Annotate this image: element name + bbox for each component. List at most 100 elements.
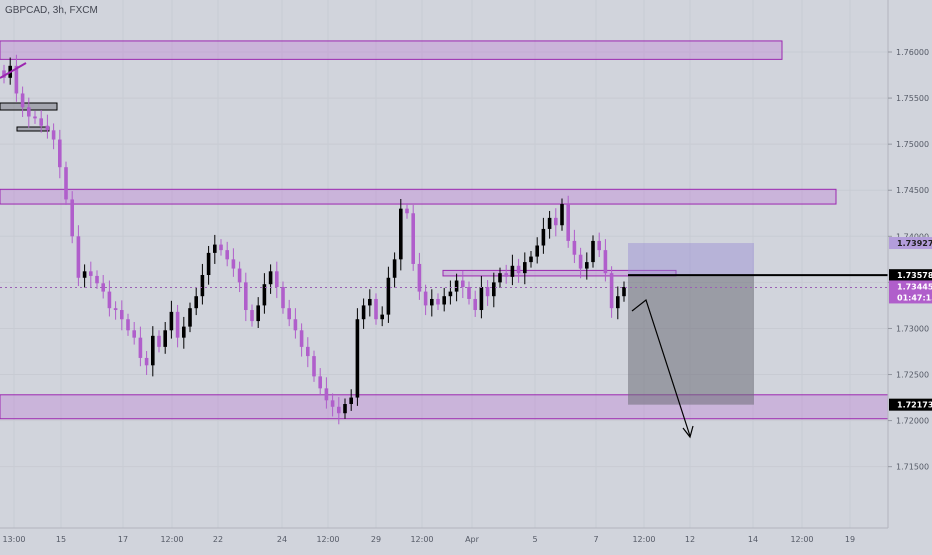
x-tick-label: 15 xyxy=(56,535,66,544)
price-label-bg xyxy=(889,280,932,293)
grid xyxy=(0,0,888,528)
candle-body xyxy=(14,65,19,94)
candle-body xyxy=(461,280,465,287)
candle-body xyxy=(405,208,409,214)
candle-body xyxy=(107,291,112,309)
candle-body xyxy=(386,277,391,315)
candle-body xyxy=(27,107,31,117)
y-tick-label: 1.72500 xyxy=(896,371,929,380)
zone-resistance-top xyxy=(0,40,783,60)
arrow-head xyxy=(682,425,694,439)
candle-body xyxy=(268,271,273,285)
zones xyxy=(0,40,889,420)
candle-body xyxy=(492,282,496,297)
candle-body xyxy=(120,310,124,320)
chart-title: GBPCAD, 3h, FXCM xyxy=(5,5,98,16)
x-tick-label: 12:00 xyxy=(790,535,813,544)
x-tick-label: 29 xyxy=(371,535,381,544)
x-tick-label: 12:00 xyxy=(410,535,433,544)
candle-body xyxy=(330,400,335,407)
trend-line xyxy=(0,62,27,79)
y-tick-label: 1.71500 xyxy=(896,463,929,472)
candle-body xyxy=(45,125,50,131)
candle-body xyxy=(95,275,99,284)
candle-body xyxy=(448,291,453,297)
candle-body xyxy=(2,70,6,78)
price-label-text: 1.72173 xyxy=(897,401,932,410)
target-zone xyxy=(628,275,754,405)
candle-body xyxy=(616,296,620,309)
candle-body xyxy=(151,335,155,366)
x-tick-label: Apr xyxy=(465,535,480,544)
candle-body xyxy=(275,271,279,287)
candle-body xyxy=(454,280,459,292)
candle-body xyxy=(529,256,533,263)
price-label-bg xyxy=(889,398,932,411)
candle-body xyxy=(430,298,434,306)
candle-body xyxy=(237,268,242,283)
candle-body xyxy=(163,330,167,347)
candle-body xyxy=(374,298,378,320)
candles xyxy=(2,54,626,425)
candle-body xyxy=(510,265,515,277)
y-tick-label: 1.72000 xyxy=(896,417,929,426)
x-tick-label: 19 xyxy=(845,535,855,544)
x-tick-label: 7 xyxy=(593,535,598,544)
y-tick-label: 1.75000 xyxy=(896,140,929,149)
candle-body xyxy=(622,286,626,297)
candle-body xyxy=(132,330,136,338)
candle-body xyxy=(560,204,564,226)
x-tick-label: 14 xyxy=(748,535,758,544)
y-tick-label: 1.76000 xyxy=(896,48,929,57)
candle-body xyxy=(33,116,37,119)
candle-body xyxy=(603,250,608,274)
candle-body xyxy=(188,308,192,327)
x-tick-label: 12:00 xyxy=(316,535,339,544)
time-axis[interactable]: 13:00 15 17 12:00 22 24 12:00 29 12:00 Apr 5 7 12:00… xyxy=(2,535,855,544)
price-label-bg xyxy=(889,291,932,304)
candle-body xyxy=(213,244,217,253)
candle-body xyxy=(89,271,93,276)
candle-body xyxy=(175,311,180,338)
candle-body xyxy=(101,283,105,292)
candle-body xyxy=(442,296,446,305)
candle-body xyxy=(572,240,577,255)
candle-body xyxy=(182,326,186,338)
candle-body xyxy=(541,228,546,246)
candle-body xyxy=(194,296,198,309)
candle-body xyxy=(287,308,291,320)
candle-body xyxy=(504,273,508,277)
candle-body xyxy=(51,130,56,140)
candle-body xyxy=(355,319,360,398)
candle-body xyxy=(591,240,595,263)
candle-body xyxy=(76,236,81,278)
candle-body xyxy=(535,245,539,257)
candle-body xyxy=(479,286,484,311)
x-tick-label: 24 xyxy=(277,535,287,544)
candle-body xyxy=(39,118,43,126)
candle-body xyxy=(392,259,397,278)
x-tick-label: 22 xyxy=(213,535,223,544)
candle-body xyxy=(566,204,570,241)
y-tick-label: 1.74500 xyxy=(896,186,929,195)
drawing-lines xyxy=(0,62,888,439)
y-tick-label: 1.73000 xyxy=(896,324,929,333)
price-label-text: 01:47:13 xyxy=(897,293,932,302)
candle-body xyxy=(516,265,521,274)
candle-body xyxy=(225,250,229,260)
x-tick-label: 17 xyxy=(118,535,128,544)
candle-body xyxy=(498,273,502,283)
price-axis[interactable]: 1.76000 1.75500 1.75000 1.74500 1.74000 1.735… xyxy=(888,48,929,472)
candle-body xyxy=(609,273,614,309)
y-tick-label: 1.74000 xyxy=(896,232,929,241)
candle-body xyxy=(113,308,118,311)
x-tick-label: 5 xyxy=(532,535,537,544)
price-label-bg xyxy=(889,269,932,282)
candle-body xyxy=(423,291,428,306)
price-label-text: 1.73927 xyxy=(897,239,932,248)
short-position-tool[interactable] xyxy=(628,243,754,405)
candle-body xyxy=(281,286,285,309)
candle-body xyxy=(293,319,298,331)
